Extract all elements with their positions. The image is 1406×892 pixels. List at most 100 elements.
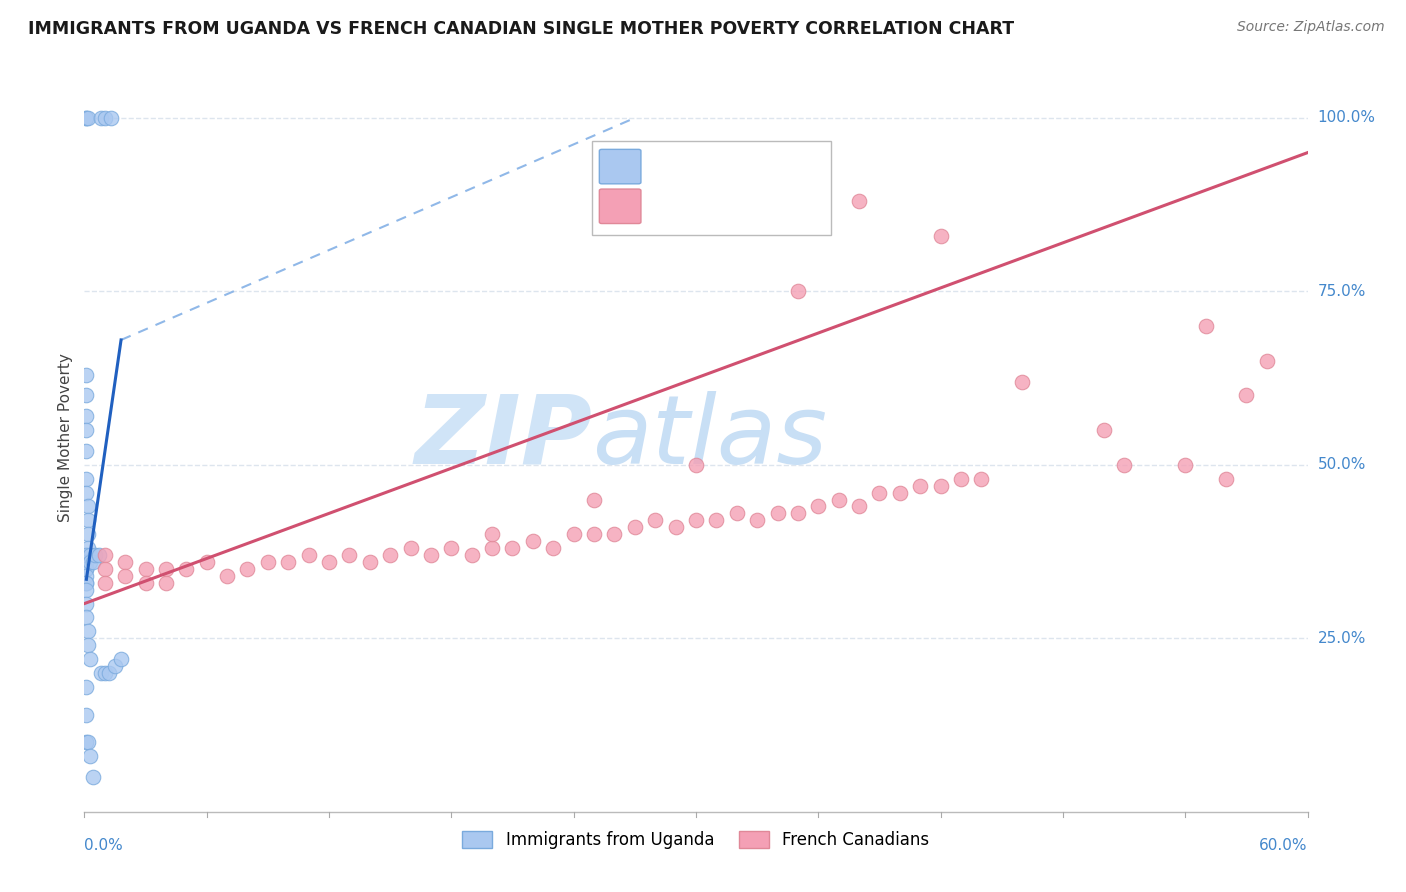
Point: [77, 541, 100, 555]
Point: [75, 610, 97, 624]
Point: [75, 548, 97, 562]
Point: [75, 582, 97, 597]
Point: [75, 562, 97, 576]
Point: [1092, 423, 1115, 437]
Point: [100, 111, 122, 125]
Text: 60.0%: 60.0%: [1260, 838, 1308, 853]
Point: [1195, 319, 1218, 334]
Point: [807, 500, 830, 514]
Text: R = 0.516: R = 0.516: [647, 197, 742, 215]
Point: [75, 485, 97, 500]
Text: 50.0%: 50.0%: [1317, 458, 1367, 473]
Point: [77, 111, 100, 125]
Point: [603, 527, 626, 541]
Point: [79, 749, 101, 764]
Point: [75, 597, 97, 611]
Point: [114, 555, 136, 569]
Point: [869, 485, 891, 500]
Point: [83, 548, 105, 562]
FancyBboxPatch shape: [599, 149, 641, 184]
Point: [583, 527, 606, 541]
Point: [155, 575, 177, 590]
Point: [910, 478, 932, 492]
Point: [87, 548, 110, 562]
Point: [135, 575, 157, 590]
Text: atlas: atlas: [592, 391, 827, 483]
Point: [1215, 472, 1237, 486]
Text: 25.0%: 25.0%: [1317, 631, 1367, 646]
Text: IMMIGRANTS FROM UGANDA VS FRENCH CANADIAN SINGLE MOTHER POVERTY CORRELATION CHAR: IMMIGRANTS FROM UGANDA VS FRENCH CANADIA…: [28, 20, 1014, 37]
Point: [1174, 458, 1197, 472]
Point: [685, 458, 707, 472]
Point: [1256, 353, 1278, 368]
Point: [929, 478, 952, 492]
Point: [848, 500, 870, 514]
Text: 75.0%: 75.0%: [1317, 284, 1367, 299]
Point: [236, 562, 259, 576]
Point: [828, 492, 851, 507]
Point: [195, 555, 218, 569]
Point: [562, 527, 585, 541]
Point: [929, 228, 952, 243]
Point: [685, 513, 707, 527]
Point: [75, 555, 97, 569]
Point: [848, 194, 870, 209]
Point: [104, 659, 127, 673]
Point: [75, 569, 97, 583]
Point: [79, 652, 101, 666]
Point: [82, 770, 104, 784]
Point: [77, 735, 100, 749]
Point: [75, 409, 97, 424]
Point: [75, 444, 97, 458]
Point: [75, 680, 97, 694]
Legend: Immigrants from Uganda, French Canadians: Immigrants from Uganda, French Canadians: [456, 824, 936, 855]
Point: [1011, 375, 1033, 389]
Point: [950, 472, 973, 486]
Y-axis label: Single Mother Poverty: Single Mother Poverty: [58, 352, 73, 522]
Point: [298, 548, 321, 562]
Point: [644, 513, 666, 527]
Point: [75, 111, 97, 125]
Point: [75, 562, 97, 576]
Point: [77, 638, 100, 652]
Point: [93, 665, 115, 680]
Text: ZIP: ZIP: [415, 391, 592, 483]
Point: [135, 562, 157, 576]
FancyBboxPatch shape: [599, 189, 641, 224]
Text: Source: ZipAtlas.com: Source: ZipAtlas.com: [1237, 20, 1385, 34]
Point: [747, 513, 769, 527]
Point: [318, 555, 340, 569]
Point: [481, 541, 503, 555]
Point: [93, 548, 115, 562]
Point: [174, 562, 197, 576]
Point: [399, 541, 422, 555]
Point: [82, 555, 104, 569]
Point: [93, 111, 115, 125]
Point: [706, 513, 728, 527]
Point: [77, 527, 100, 541]
Point: [90, 665, 112, 680]
Point: [77, 500, 100, 514]
Point: [889, 485, 911, 500]
Point: [481, 527, 503, 541]
Point: [110, 652, 132, 666]
Text: 100.0%: 100.0%: [1317, 111, 1376, 126]
Point: [90, 111, 112, 125]
Point: [380, 548, 402, 562]
Point: [339, 548, 361, 562]
Point: [77, 513, 100, 527]
Point: [97, 665, 120, 680]
Point: [79, 555, 101, 569]
Point: [522, 534, 544, 549]
Point: [970, 472, 993, 486]
Text: N = 63: N = 63: [745, 197, 810, 215]
Text: N = 46: N = 46: [745, 158, 810, 176]
Point: [1236, 388, 1258, 402]
Point: [79, 548, 101, 562]
Point: [502, 541, 524, 555]
Point: [461, 548, 484, 562]
Point: [75, 388, 97, 402]
Text: R = 0.327: R = 0.327: [647, 158, 742, 176]
Point: [543, 541, 565, 555]
Point: [440, 541, 463, 555]
